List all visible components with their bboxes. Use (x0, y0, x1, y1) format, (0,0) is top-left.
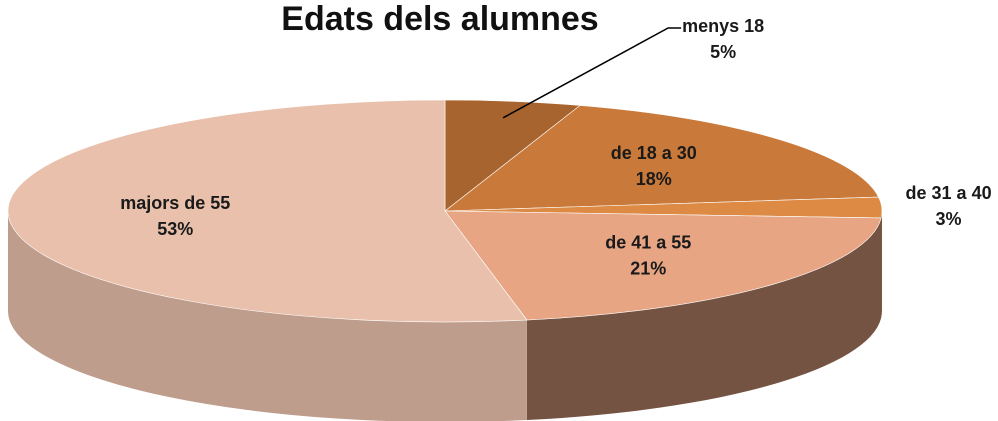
data-label-name: de 31 a 40 (906, 183, 992, 203)
data-label-value: 5% (710, 42, 736, 62)
slice (7, 99, 528, 323)
data-label-name: de 41 a 55 (605, 232, 691, 252)
data-label-name: menys 18 (682, 16, 764, 36)
data-label-value: 21% (630, 258, 666, 278)
data-label-value: 3% (936, 209, 962, 229)
slice (444, 210, 882, 321)
leader-line (502, 27, 682, 119)
slice-side (881, 211, 882, 318)
data-label-name: de 18 a 30 (611, 143, 697, 163)
data-label-name: majors de 55 (120, 193, 230, 213)
chart-title: Edats dels alumnes (281, 0, 598, 38)
data-label-value: 53% (157, 219, 193, 239)
data-label-value: 18% (636, 169, 672, 189)
slice (444, 105, 880, 212)
slice-side (526, 217, 882, 421)
slice-side (8, 211, 527, 421)
